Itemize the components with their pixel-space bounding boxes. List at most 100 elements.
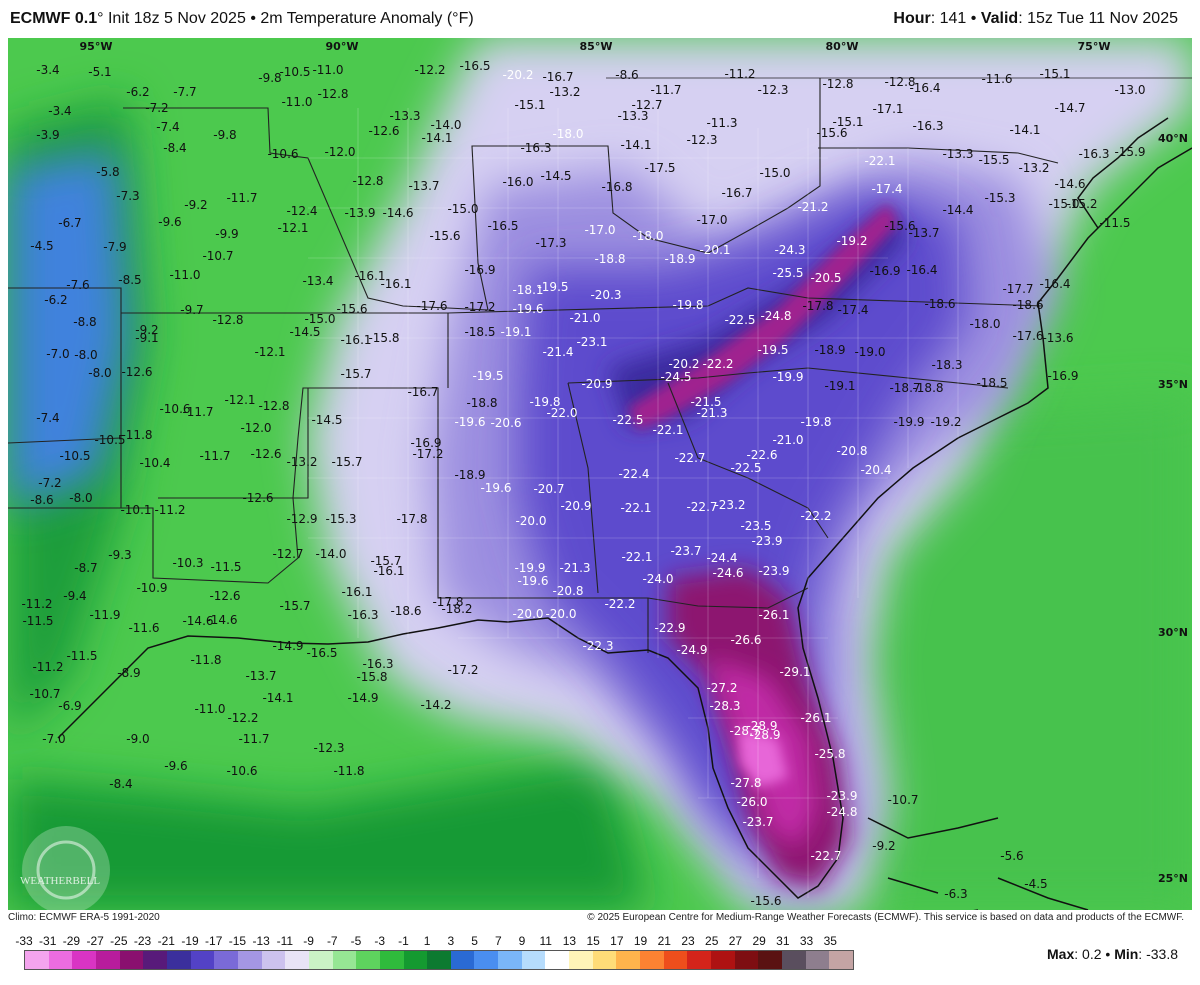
anomaly-value-label: -14.9 bbox=[272, 639, 303, 653]
field-appalachian-magenta bbox=[628, 203, 898, 430]
anomaly-value-label: -9.2 bbox=[872, 839, 895, 853]
anomaly-value-label: -10.7 bbox=[202, 249, 233, 263]
anomaly-value-label: -21.2 bbox=[797, 200, 828, 214]
anomaly-value-label: -18.9 bbox=[664, 252, 695, 266]
legend-tick-label: -3 bbox=[374, 934, 386, 948]
anomaly-value-label: -8.5 bbox=[118, 273, 141, 287]
anomaly-value-label: -11.2 bbox=[32, 660, 63, 674]
anomaly-value-label: -25.8 bbox=[814, 747, 845, 761]
header-right: Hour: 141 • Valid: 15z Tue 11 Nov 2025 bbox=[893, 10, 1178, 27]
anomaly-value-label: -26.0 bbox=[736, 795, 767, 809]
anomaly-value-label: -14.5 bbox=[311, 413, 342, 427]
anomaly-value-label: -14.2 bbox=[420, 698, 451, 712]
anomaly-value-label: -13.3 bbox=[942, 147, 973, 161]
anomaly-value-label: -14.6 bbox=[182, 614, 213, 628]
anomaly-value-label: -11.6 bbox=[981, 72, 1012, 86]
anomaly-value-label: -14.1 bbox=[421, 131, 452, 145]
anomaly-value-label: -15.0 bbox=[447, 202, 478, 216]
anomaly-value-label: -18.0 bbox=[969, 317, 1000, 331]
legend-tick-label: 9 bbox=[518, 934, 526, 948]
anomaly-value-label: -13.4 bbox=[302, 274, 333, 288]
anomaly-value-label: -20.0 bbox=[545, 607, 576, 621]
anomaly-value-label: -28.3 bbox=[709, 699, 740, 713]
anomaly-value-label: -13.0 bbox=[1114, 83, 1145, 97]
anomaly-value-label: -9.2 bbox=[135, 323, 158, 337]
anomaly-value-label: -15.7 bbox=[331, 455, 362, 469]
anomaly-value-label: -14.7 bbox=[1054, 101, 1085, 115]
anomaly-value-label: -22.5 bbox=[730, 461, 761, 475]
bahamas-islands bbox=[867, 817, 999, 910]
anomaly-value-label: -18.9 bbox=[454, 468, 485, 482]
anomaly-value-label: -19.6 bbox=[480, 481, 511, 495]
legend-color-bar bbox=[24, 950, 854, 970]
legend-tick-label: 29 bbox=[752, 934, 766, 948]
anomaly-value-label: -24.6 bbox=[712, 566, 743, 580]
anomaly-value-label: -12.7 bbox=[631, 98, 662, 112]
anomaly-value-label: -10.6 bbox=[267, 147, 298, 161]
legend-swatch bbox=[734, 951, 759, 969]
anomaly-value-label: -14.6 bbox=[206, 613, 237, 627]
anomaly-value-label: -23.2 bbox=[714, 498, 745, 512]
anomaly-value-label: -15.6 bbox=[429, 229, 460, 243]
legend-swatch bbox=[521, 951, 546, 969]
anomaly-value-label: -21.4 bbox=[542, 345, 573, 359]
anomaly-value-label: -12.6 bbox=[250, 447, 281, 461]
anomaly-value-label: -11.7 bbox=[199, 449, 230, 463]
anomaly-value-label: -26.1 bbox=[800, 711, 831, 725]
legend-swatch bbox=[545, 951, 570, 969]
anomaly-value-label: -24.0 bbox=[642, 572, 673, 586]
hour-label: Hour bbox=[893, 10, 931, 27]
weatherbell-logo: WEATHERBELL bbox=[20, 826, 110, 910]
legend-tick-label: -31 bbox=[39, 934, 57, 948]
anomaly-value-label: -8.7 bbox=[74, 561, 97, 575]
anomaly-value-label: -20.8 bbox=[836, 444, 867, 458]
latitude-label: 35°N bbox=[1158, 378, 1188, 391]
anomaly-value-label: -12.8 bbox=[822, 77, 853, 91]
anomaly-value-label: -19.6 bbox=[517, 574, 548, 588]
anomaly-value-label: -5.6 bbox=[1000, 849, 1023, 863]
anomaly-value-label: -8.9 bbox=[117, 666, 140, 680]
min-label: Min bbox=[1114, 946, 1139, 962]
anomaly-value-label: -15.3 bbox=[984, 191, 1015, 205]
anomaly-value-label: -10.6 bbox=[226, 764, 257, 778]
anomaly-value-label: -6.3 bbox=[944, 887, 967, 901]
anomaly-value-label: -18.6 bbox=[924, 297, 955, 311]
legend-tick-label: 17 bbox=[610, 934, 624, 948]
anomaly-value-label: -17.7 bbox=[1002, 282, 1033, 296]
anomaly-value-label: -18.9 bbox=[814, 343, 845, 357]
legend-tick-label: -13 bbox=[252, 934, 270, 948]
anomaly-value-label: -16.3 bbox=[520, 141, 551, 155]
gulf-atlantic-coastline bbox=[57, 147, 1192, 899]
anomaly-value-label: -14.5 bbox=[540, 169, 571, 183]
latitude-label: 40°N bbox=[1158, 132, 1188, 145]
anomaly-value-label: -17.5 bbox=[644, 161, 675, 175]
anomaly-value-label: -11.8 bbox=[121, 428, 152, 442]
anomaly-value-label: -12.2 bbox=[227, 711, 258, 725]
boundary-tn-ky bbox=[447, 287, 1044, 314]
boundary-south-central bbox=[8, 287, 809, 609]
anomaly-value-label: -19.8 bbox=[529, 395, 560, 409]
legend-swatch bbox=[308, 951, 333, 969]
anomaly-value-label: -24.4 bbox=[706, 551, 737, 565]
anomaly-value-label: -24.8 bbox=[826, 805, 857, 819]
anomaly-value-label: -15.6 bbox=[750, 894, 781, 908]
anomaly-value-label: -10.5 bbox=[279, 65, 310, 79]
anomaly-value-label: -14.0 bbox=[315, 547, 346, 561]
min-value: -33.8 bbox=[1146, 946, 1178, 962]
anomaly-value-label: -18.3 bbox=[931, 358, 962, 372]
legend-swatch bbox=[687, 951, 712, 969]
boundary-penn bbox=[818, 147, 1059, 164]
anomaly-value-label: -7.6 bbox=[66, 278, 89, 292]
legend-tick-label: -1 bbox=[398, 934, 409, 948]
anomaly-value-label: -22.2 bbox=[702, 357, 733, 371]
color-legend: -33 -31 -29 -27 -25 -23 -21 -19 -17 -15 -13 -11 -9 -7… bbox=[0, 930, 1200, 985]
anomaly-value-label: -14.1 bbox=[262, 691, 293, 705]
anomaly-value-label: -20.4 bbox=[860, 463, 891, 477]
legend-tick-label: -5 bbox=[350, 934, 362, 948]
anomaly-value-label: -10.5 bbox=[94, 433, 125, 447]
anomaly-value-label: -8.4 bbox=[109, 777, 132, 791]
legend-swatch bbox=[332, 951, 357, 969]
legend-swatch bbox=[190, 951, 215, 969]
anomaly-value-label: -15.7 bbox=[340, 367, 371, 381]
anomaly-value-label: -7.2 bbox=[145, 101, 168, 115]
